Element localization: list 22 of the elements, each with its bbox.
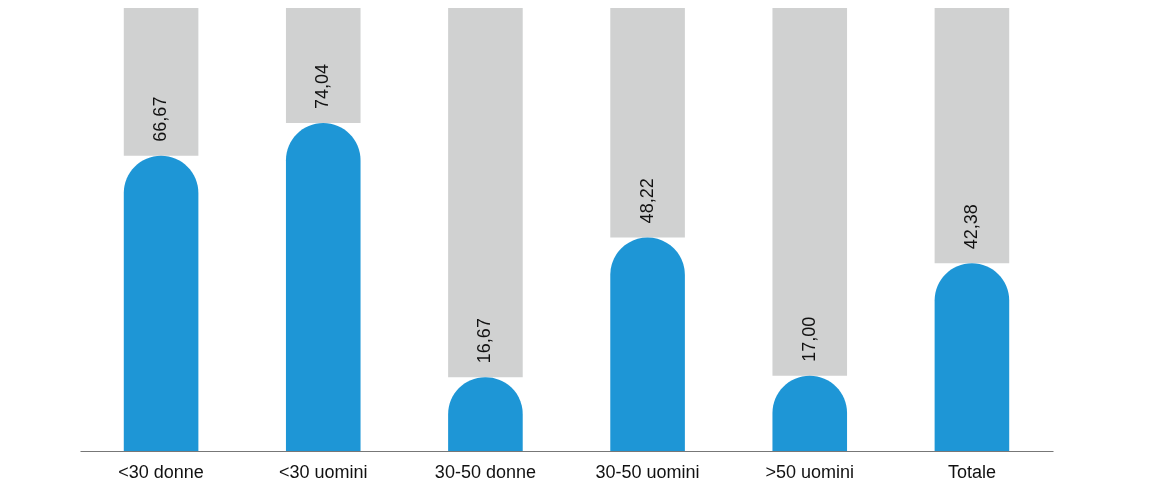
- bar: [610, 8, 685, 238]
- bar: [772, 8, 848, 376]
- x-tick-label: 30-50 uomini: [595, 461, 700, 482]
- bar: [285, 8, 361, 123]
- bar: [934, 263, 1010, 451]
- bar: [610, 237, 685, 451]
- x-tick-label: 30-50 donne: [434, 461, 536, 482]
- data-label: 74,04: [312, 63, 333, 109]
- bar: [448, 8, 523, 378]
- bar: [123, 8, 199, 156]
- data-label: 16,67: [474, 318, 495, 364]
- bar: [934, 8, 1010, 264]
- x-tick-label: <30 donne: [118, 461, 204, 482]
- bar: [285, 123, 361, 451]
- data-label: 66,67: [150, 96, 171, 142]
- data-label: 48,22: [636, 178, 657, 224]
- data-label: 17,00: [798, 316, 819, 362]
- data-label: 42,38: [960, 204, 981, 250]
- x-tick-label: Totale: [947, 461, 996, 482]
- x-tick-label: <30 uomini: [278, 461, 368, 482]
- x-tick-label: >50 uomini: [765, 461, 855, 482]
- bar: [123, 155, 199, 451]
